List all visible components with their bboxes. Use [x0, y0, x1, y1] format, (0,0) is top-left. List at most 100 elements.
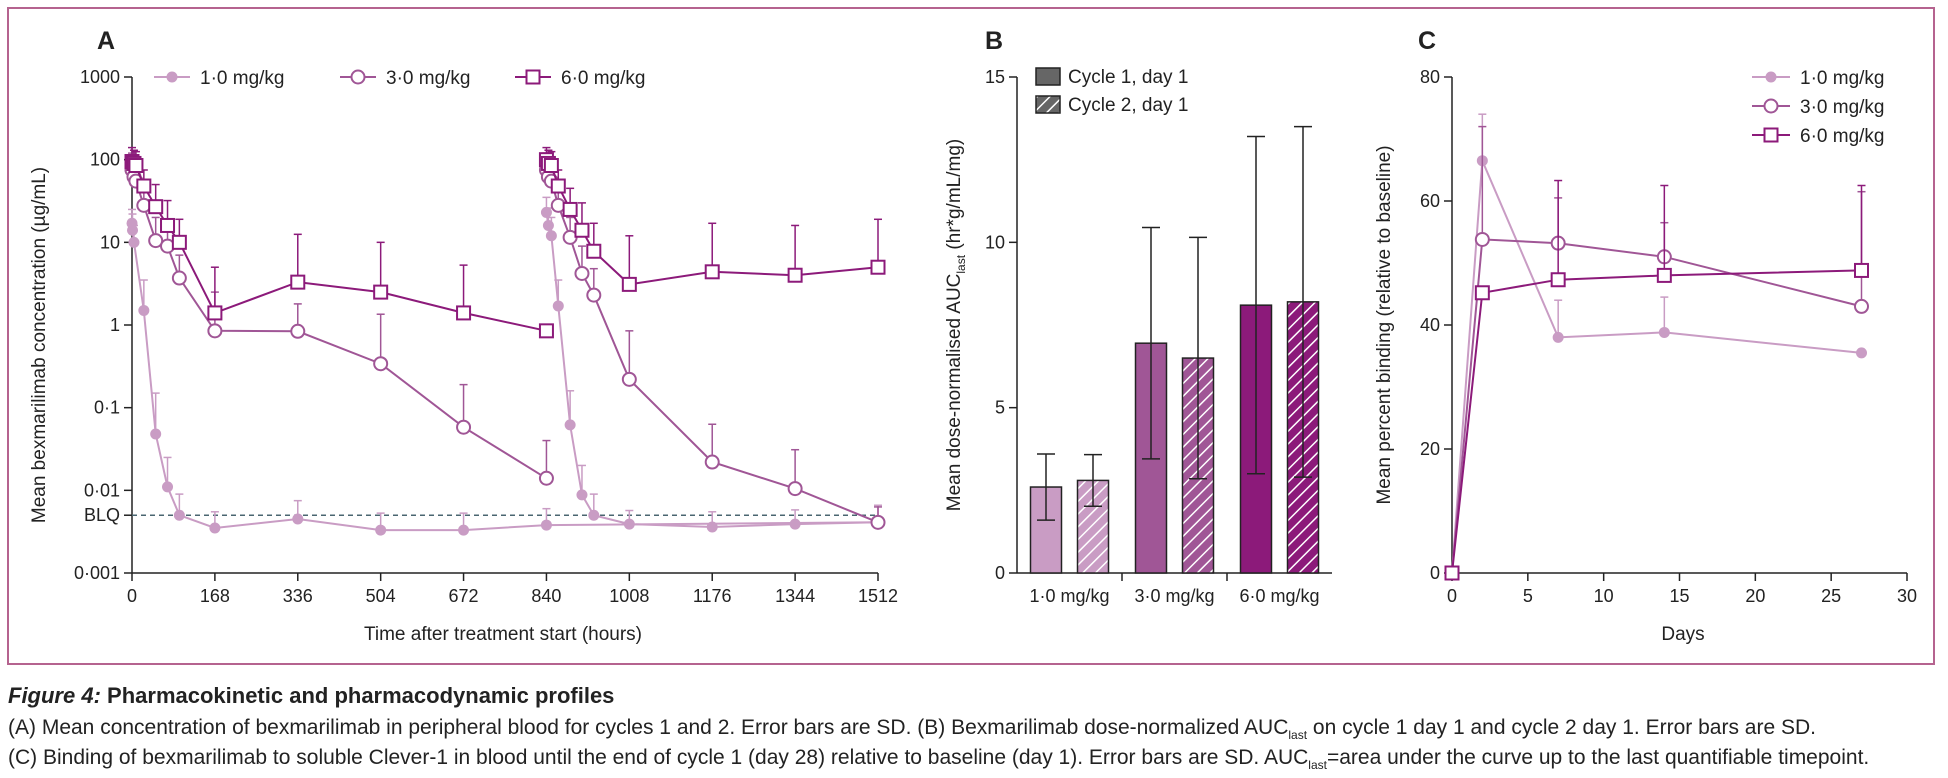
caption-line1-b: on cycle 1 day 1 and cycle 2 day 1. Erro… — [1307, 716, 1816, 739]
panel-c-data-point — [1856, 347, 1867, 359]
panel-c-x-tick-label: 25 — [1821, 586, 1841, 606]
panel-c-x-tick-label: 20 — [1745, 586, 1765, 606]
panel-a-series-line — [131, 223, 879, 532]
panel-c-series-line — [1451, 269, 1862, 574]
panel-c-error-bar — [1554, 179, 1563, 280]
panel-a-data-point — [787, 481, 803, 497]
panel-c-error-bar — [1660, 296, 1669, 333]
figure-label: Figure 4: — [8, 683, 101, 708]
panel-c-data-point — [1854, 298, 1869, 314]
caption-line2-a: (C) Binding of bexmarilimab to soluble C… — [8, 746, 1309, 769]
panel-b-error-bar — [1247, 135, 1265, 475]
legend-marker — [525, 69, 541, 85]
panel-c-x-tick-label: 15 — [1669, 586, 1689, 606]
panel-a-series-1 — [126, 196, 884, 536]
panel-a-data-point — [375, 524, 387, 536]
panel-b-error-bar — [1189, 236, 1207, 480]
figure-charts: A B C Time after treatment start (hours)… — [29, 27, 1917, 645]
panel-c-y-tick-label: 80 — [1420, 67, 1440, 87]
panel-c-y-tick-label: 60 — [1420, 191, 1440, 211]
panel-a-data-point — [207, 323, 223, 339]
legend-marker — [166, 71, 178, 83]
panel-a-data-point — [576, 489, 588, 501]
panel-c-y-tick-label: 20 — [1420, 439, 1440, 459]
panel-a-data-point — [540, 206, 552, 218]
panel-a-data-point — [706, 521, 718, 533]
panel-a-error-bar — [376, 241, 385, 293]
panel-c-data-point — [1444, 565, 1460, 581]
panel-a-data-point — [173, 509, 185, 521]
panel-a-data-point — [540, 519, 552, 531]
panel-a-series-2 — [124, 152, 886, 530]
panel-c-data-point — [1658, 326, 1670, 338]
legend-marker — [1763, 127, 1779, 143]
legend-swatch — [1035, 67, 1061, 86]
legend-marker — [350, 69, 366, 85]
panel-a-data-point — [207, 305, 223, 321]
panel-a-data-point — [171, 270, 187, 286]
panel-b-plot: 0 5 10 15 1·0 mg/kg 3·0 mg/kg 6·0 mg/kg Cycle 1… — [985, 67, 1332, 606]
panel-a-data-point — [574, 265, 590, 281]
panel-a-x-tick-label: 504 — [366, 586, 396, 606]
panel-a-plot: 1000 100 10 1 0·1 0·01 BLQ 0·001 0 168 336 504 672 84… — [74, 67, 898, 606]
panel-a-y-tick-label: 0·1 — [94, 398, 120, 418]
panel-c-data-point — [1474, 231, 1490, 247]
panel-a-data-point — [458, 524, 470, 536]
caption-line2-sub: last — [1308, 758, 1327, 773]
panel-a-error-bar — [566, 390, 575, 425]
panel-a-series-3 — [124, 146, 886, 339]
panel-b-error-bar — [1142, 226, 1160, 460]
panel-a-data-point — [456, 305, 472, 321]
panel-a-data-point — [171, 234, 187, 250]
figure-title: Pharmacokinetic and pharmacodynamic prof… — [107, 683, 615, 708]
panel-a-y-tick-label: BLQ — [84, 505, 120, 525]
panel-c-ylabel: Mean percent binding (relative to baseli… — [1374, 145, 1395, 504]
legend-swatch — [1035, 95, 1061, 114]
caption-line2-b: =area under the curve up to the last qua… — [1326, 746, 1870, 769]
panel-a-data-point — [148, 233, 164, 249]
panel-b-x-tick-label: 1·0 mg/kg — [1029, 586, 1109, 606]
panel-a-data-point — [621, 276, 637, 292]
panel-a-error-bar — [625, 330, 634, 380]
panel-a-y-tick-label: 100 — [90, 150, 120, 170]
panel-a-data-point — [542, 219, 554, 231]
panel-a-ylabel: Mean bexmarilimab concentration (µg/mL) — [29, 167, 50, 523]
panel-b-ylabel-main: Mean dose-normalised AUC — [944, 274, 965, 512]
panel-a-data-point — [564, 419, 576, 431]
panel-c-error-bar — [1478, 125, 1487, 240]
panel-c-series-3 — [1444, 179, 1869, 581]
panel-a-data-point — [870, 514, 886, 530]
panel-a-data-point — [550, 178, 566, 194]
panel-c-xlabel: Days — [1661, 624, 1704, 645]
panel-a-error-bar — [791, 224, 800, 276]
panel-c-legend-item: 3·0 mg/kg — [1752, 97, 1884, 118]
panel-c-legend-label: 6·0 mg/kg — [1800, 126, 1884, 147]
panel-c-legend-label: 3·0 mg/kg — [1800, 97, 1884, 118]
panel-a-legend-item: 6·0 mg/kg — [515, 68, 645, 89]
panel-a-data-point — [704, 264, 720, 280]
panel-c-legend: 1·0 mg/kg 3·0 mg/kg 6·0 mg/kg — [1752, 68, 1884, 147]
panel-a-y-tick-label: 0·001 — [74, 563, 120, 583]
figure-caption-line2: (C) Binding of bexmarilimab to soluble C… — [8, 746, 1869, 772]
panel-c-data-point — [1550, 272, 1566, 288]
panel-c-x-tick-label: 5 — [1523, 586, 1533, 606]
panel-b-y-tick-label: 15 — [985, 67, 1005, 87]
panel-a-data-point — [574, 222, 590, 238]
panel-c-label: C — [1418, 27, 1436, 55]
panel-c-data-point — [1552, 331, 1564, 343]
panel-a-data-point — [150, 428, 162, 440]
panel-c-error-bar — [1660, 184, 1669, 276]
panel-c-legend-label: 1·0 mg/kg — [1800, 68, 1884, 89]
panel-a-series-line — [131, 160, 547, 332]
panel-a-error-bar — [376, 313, 385, 364]
panel-c-legend-item: 1·0 mg/kg — [1752, 68, 1884, 89]
panel-a-y-tick-label: 10 — [100, 232, 120, 252]
panel-a-legend-item: 3·0 mg/kg — [340, 68, 470, 89]
panel-c-x-tick-label: 0 — [1447, 586, 1457, 606]
panel-c-series-line — [1451, 238, 1862, 574]
panel-c-error-bar — [1554, 299, 1563, 338]
panel-c-legend-item: 6·0 mg/kg — [1752, 126, 1884, 147]
panel-a-data-point — [538, 323, 554, 339]
panel-a-y-tick-label: 1000 — [80, 67, 120, 87]
panel-a-x-tick-label: 336 — [283, 586, 313, 606]
